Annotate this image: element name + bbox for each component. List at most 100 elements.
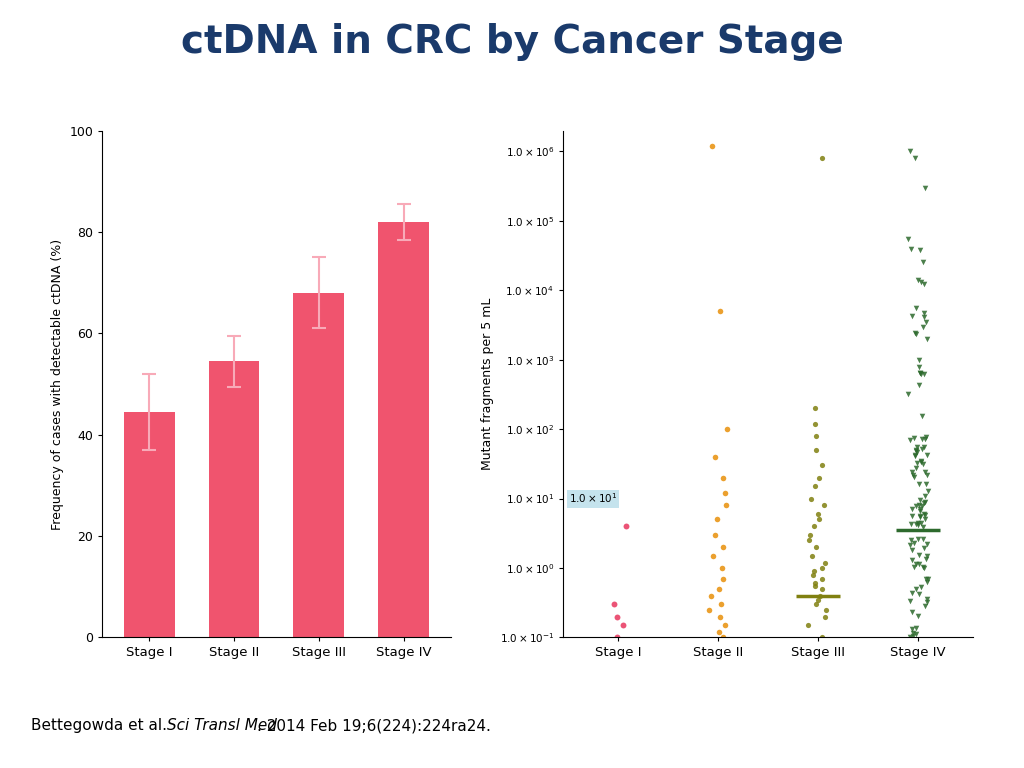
- Y-axis label: Frequency of cases with detectable ctDNA (%): Frequency of cases with detectable ctDNA…: [51, 238, 63, 530]
- Point: [910, 274, 927, 286]
- Point: [913, 410, 930, 422]
- Point: [611, 680, 628, 692]
- Point: [911, 361, 928, 373]
- Point: [919, 538, 935, 550]
- Point: [707, 528, 723, 541]
- Point: [715, 631, 731, 644]
- Point: [818, 604, 835, 616]
- Point: [916, 181, 933, 194]
- Point: [715, 634, 731, 647]
- Point: [815, 499, 831, 511]
- Point: [920, 573, 936, 585]
- Point: [911, 367, 928, 379]
- Point: [808, 541, 824, 553]
- Point: [620, 683, 636, 695]
- Point: [909, 519, 926, 531]
- Text: $1.0\times10^{1}$: $1.0\times10^{1}$: [568, 492, 617, 505]
- Point: [807, 578, 823, 590]
- Point: [906, 432, 923, 445]
- Point: [903, 587, 920, 599]
- Point: [909, 609, 926, 621]
- Point: [813, 573, 829, 585]
- Point: [703, 680, 720, 692]
- Point: [912, 505, 929, 518]
- Point: [805, 568, 821, 581]
- Point: [908, 500, 925, 512]
- Point: [908, 443, 925, 455]
- Point: [909, 532, 926, 545]
- Point: [900, 388, 916, 400]
- Point: [909, 442, 926, 454]
- Point: [902, 434, 919, 446]
- Point: [609, 611, 626, 623]
- Point: [715, 573, 731, 585]
- Point: [816, 611, 833, 623]
- Point: [916, 432, 933, 445]
- Point: [602, 659, 618, 671]
- Point: [919, 431, 935, 443]
- Point: [911, 549, 928, 561]
- Point: [620, 688, 636, 700]
- Point: [608, 657, 625, 670]
- Point: [810, 508, 826, 520]
- Point: [914, 532, 931, 545]
- Point: [814, 631, 830, 644]
- Point: [800, 619, 816, 631]
- Point: [912, 503, 929, 515]
- Point: [908, 558, 925, 570]
- Point: [713, 655, 729, 667]
- Point: [807, 402, 823, 415]
- Point: [807, 480, 823, 492]
- Point: [812, 590, 828, 602]
- Point: [808, 598, 824, 611]
- Point: [608, 631, 625, 644]
- Point: [712, 583, 728, 595]
- Point: [916, 512, 933, 525]
- Point: [907, 449, 924, 462]
- Point: [802, 680, 818, 692]
- Point: [620, 666, 636, 678]
- Point: [806, 565, 822, 578]
- Point: [906, 327, 923, 339]
- Point: [814, 459, 830, 472]
- Point: [916, 466, 933, 478]
- Point: [910, 588, 927, 600]
- Point: [719, 423, 735, 435]
- Point: [913, 432, 930, 445]
- Point: [915, 368, 932, 380]
- Point: [918, 316, 934, 329]
- Point: [915, 562, 932, 574]
- Point: [614, 652, 631, 664]
- Point: [915, 307, 932, 319]
- Point: [814, 152, 830, 164]
- Point: [912, 455, 929, 468]
- Point: [803, 492, 819, 505]
- Point: [915, 561, 932, 573]
- Point: [706, 550, 722, 562]
- Point: [916, 278, 933, 290]
- Point: [905, 471, 922, 483]
- Point: [904, 605, 921, 617]
- Text: Bettegowda et al.: Bettegowda et al.: [31, 718, 172, 733]
- Point: [911, 379, 928, 392]
- Point: [910, 558, 927, 571]
- Point: [913, 517, 930, 529]
- Point: [912, 494, 929, 506]
- Point: [612, 677, 629, 689]
- Point: [915, 311, 932, 323]
- Point: [713, 598, 729, 611]
- Point: [605, 707, 622, 720]
- Point: [708, 700, 724, 713]
- Point: [904, 503, 921, 515]
- Point: [809, 594, 825, 606]
- Point: [700, 683, 717, 695]
- Point: [920, 575, 936, 588]
- Point: [611, 663, 628, 675]
- Point: [915, 508, 932, 520]
- Point: [617, 647, 634, 659]
- Point: [908, 456, 925, 468]
- Point: [910, 354, 927, 366]
- Point: [807, 418, 823, 430]
- Point: [713, 611, 729, 623]
- Point: [616, 670, 633, 682]
